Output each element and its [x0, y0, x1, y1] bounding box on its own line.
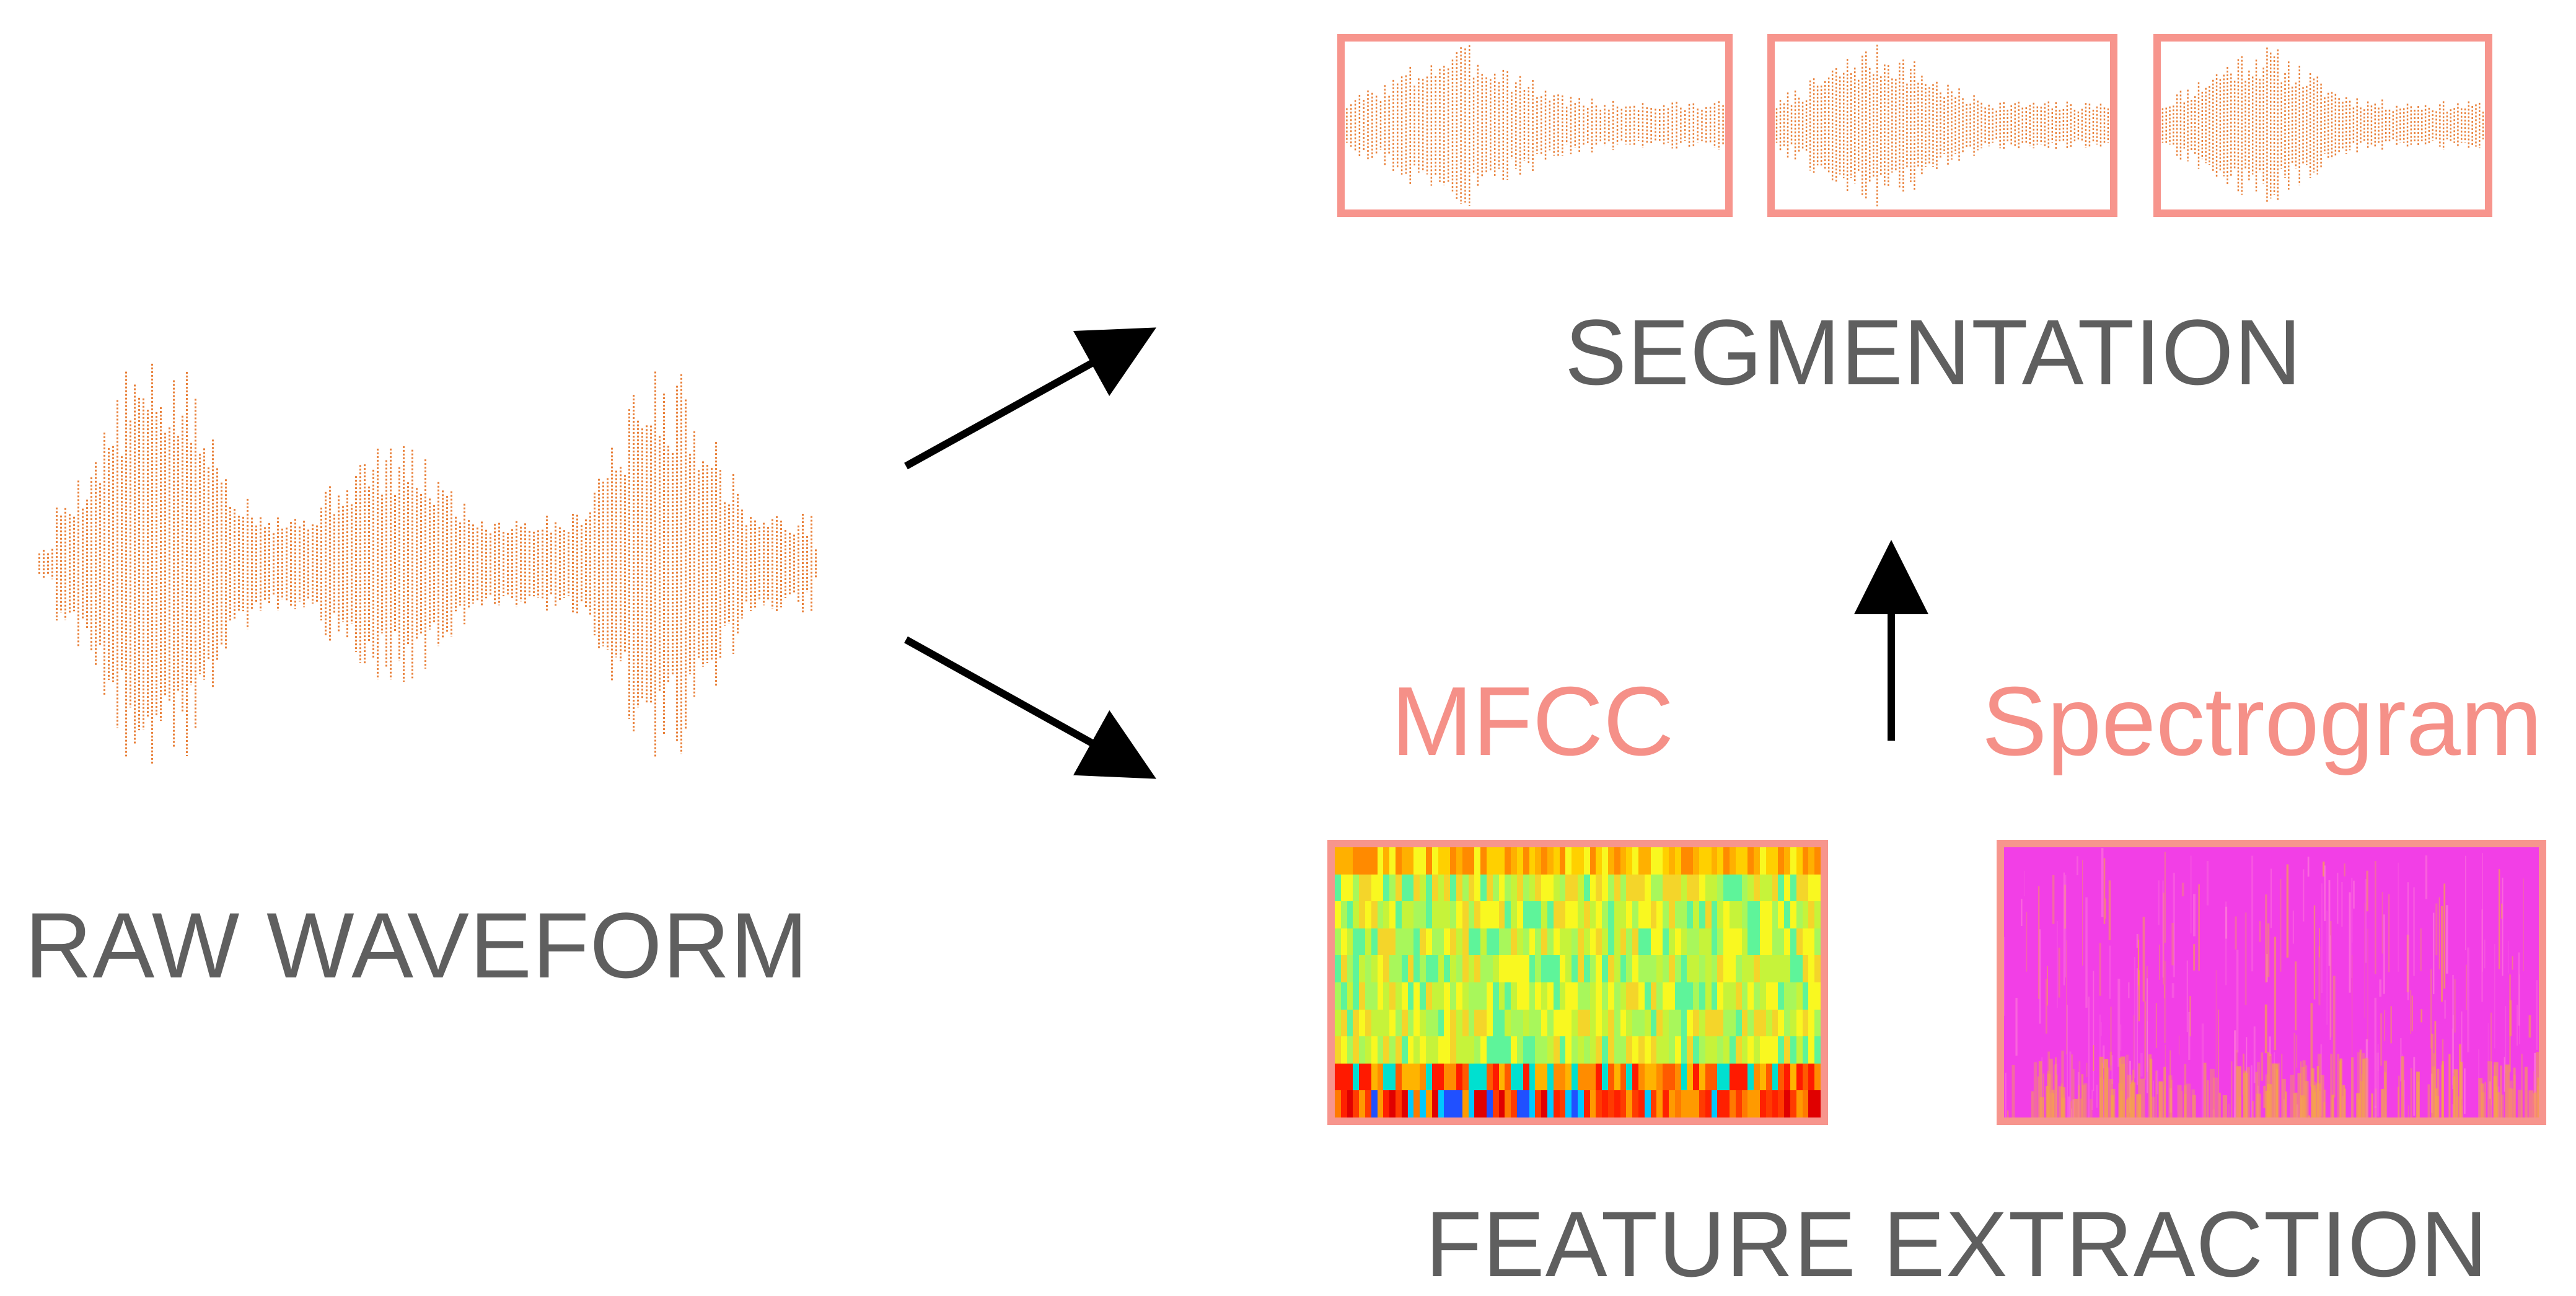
- spectrogram-label: Spectrogram: [1982, 672, 2543, 770]
- feature-extraction-label: FEATURE EXTRACTION: [1425, 1197, 2488, 1290]
- arrow-to-segmentation: [906, 335, 1143, 466]
- segment-box-2: [1767, 34, 2117, 217]
- segment-box-1: [1337, 34, 1733, 217]
- raw-waveform-label: RAW WAVEFORM: [25, 899, 809, 992]
- segmentation-label: SEGMENTATION: [1565, 306, 2302, 399]
- segment-box-3: [2153, 34, 2492, 217]
- arrow-to-feature-extraction: [906, 640, 1143, 772]
- mfcc-heatmap: [1327, 840, 1828, 1125]
- spectrogram-image: [1997, 840, 2546, 1125]
- mfcc-label: MFCC: [1391, 672, 1674, 770]
- raw-waveform-graphic: [37, 359, 818, 769]
